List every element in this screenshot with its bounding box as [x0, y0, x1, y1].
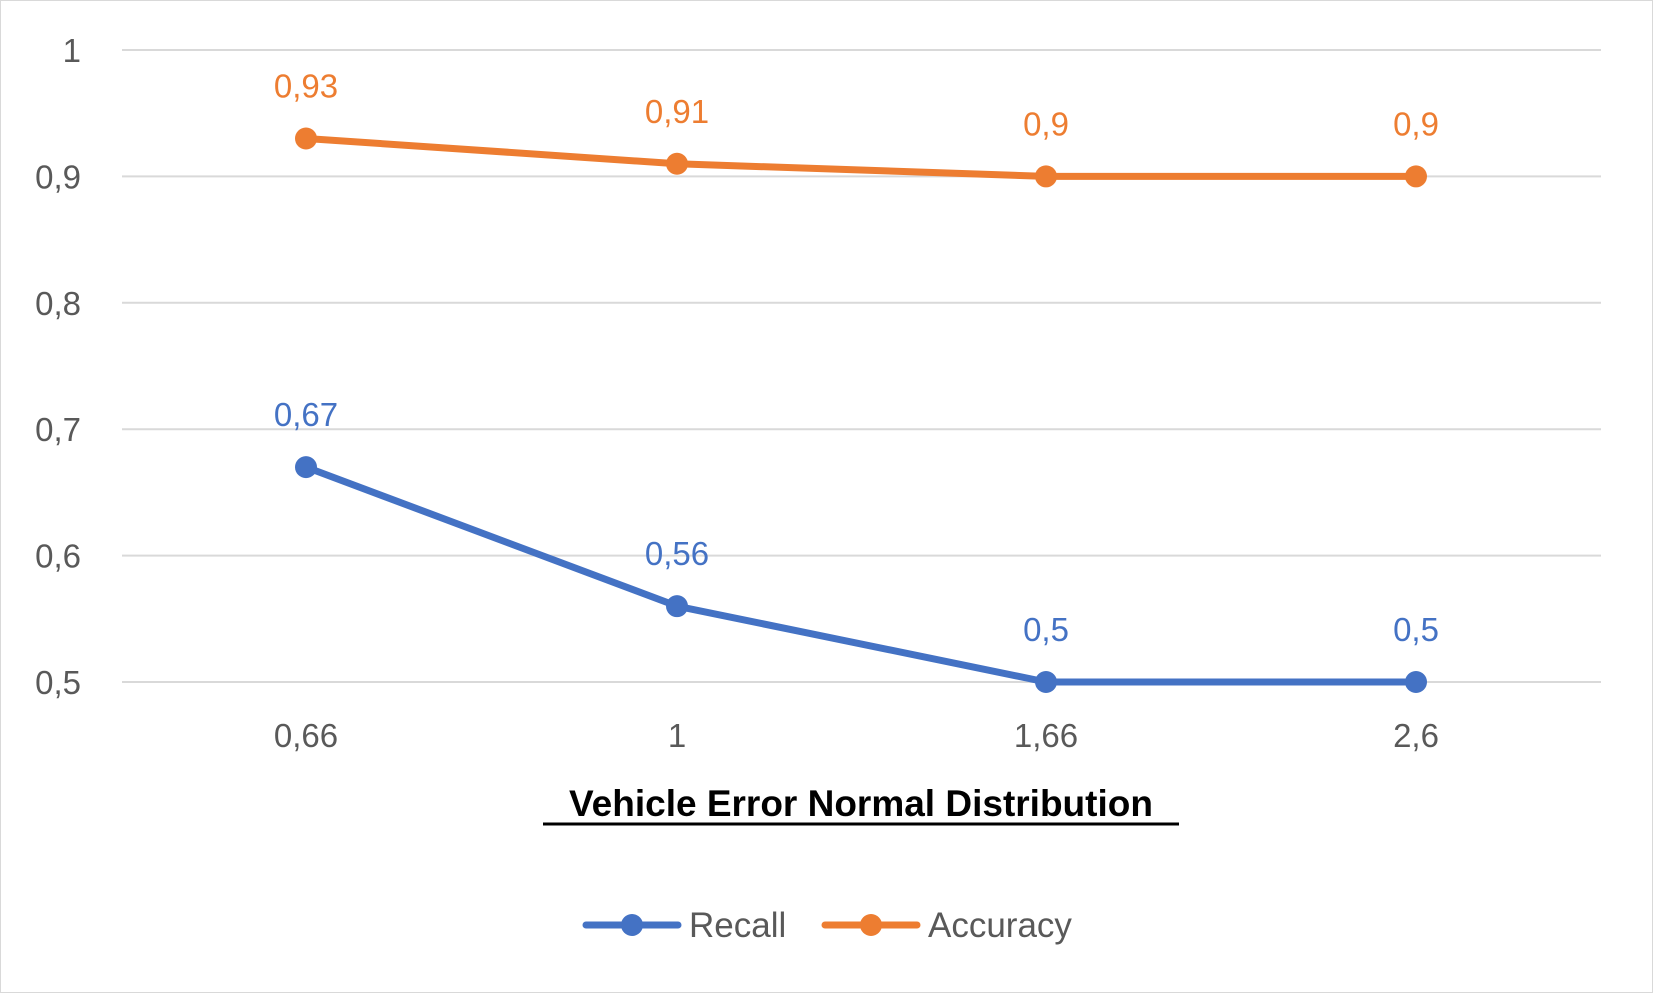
recall-point: [1035, 671, 1057, 693]
recall-line: [302, 463, 1420, 686]
recall-point: [295, 456, 317, 479]
accuracy-point: [1035, 165, 1057, 188]
accuracy-data-label: 0,9: [1393, 105, 1439, 142]
accuracy-point: [1405, 165, 1427, 188]
gridlines: [122, 49, 1601, 683]
y-tick-label: 0,9: [35, 158, 81, 195]
accuracy-point: [666, 152, 688, 175]
legend-label-accuracy: Accuracy: [928, 906, 1072, 945]
x-axis-title: Vehicle Error Normal Distribution: [569, 783, 1153, 824]
legend-marker-recall: [621, 914, 643, 936]
y-tick-label: 0,7: [35, 411, 81, 448]
y-tick-label: 0,5: [35, 664, 81, 701]
legend-label-recall: Recall: [689, 906, 786, 945]
accuracy-data-label: 0,91: [645, 93, 709, 130]
recall-data-label: 0,5: [1393, 611, 1439, 648]
x-tick-label: 2,6: [1393, 717, 1439, 754]
accuracy-line: [302, 134, 1420, 180]
recall-data-label: 0,67: [274, 396, 338, 433]
legend: Recall Accuracy: [582, 906, 1072, 945]
x-axis-ticks: 0,66 1 1,66 2,6: [274, 717, 1439, 754]
y-tick-label: 0,6: [35, 538, 81, 575]
recall-point: [1405, 671, 1427, 693]
recall-data-label: 0,56: [645, 535, 709, 572]
recall-data-label: 0,5: [1023, 611, 1069, 648]
y-tick-label: 0,8: [35, 285, 81, 322]
data-labels: 0,67 0,56 0,5 0,5 0,93 0,91 0,9 0,9: [274, 67, 1439, 648]
legend-marker-accuracy: [860, 914, 882, 936]
x-tick-label: 1,66: [1014, 717, 1078, 754]
x-tick-label: 0,66: [274, 717, 338, 754]
accuracy-data-label: 0,9: [1023, 105, 1069, 142]
accuracy-point: [295, 127, 317, 150]
y-axis-ticks: 0,5 0,6 0,7 0,8 0,9 1: [35, 32, 81, 701]
legend-item-recall: Recall: [582, 906, 786, 945]
accuracy-data-label: 0,93: [274, 67, 338, 104]
series-group: [295, 127, 1427, 693]
x-tick-label: 1: [668, 717, 686, 754]
legend-item-accuracy: Accuracy: [821, 906, 1072, 945]
recall-point: [666, 595, 688, 618]
y-tick-label: 1: [63, 32, 81, 69]
